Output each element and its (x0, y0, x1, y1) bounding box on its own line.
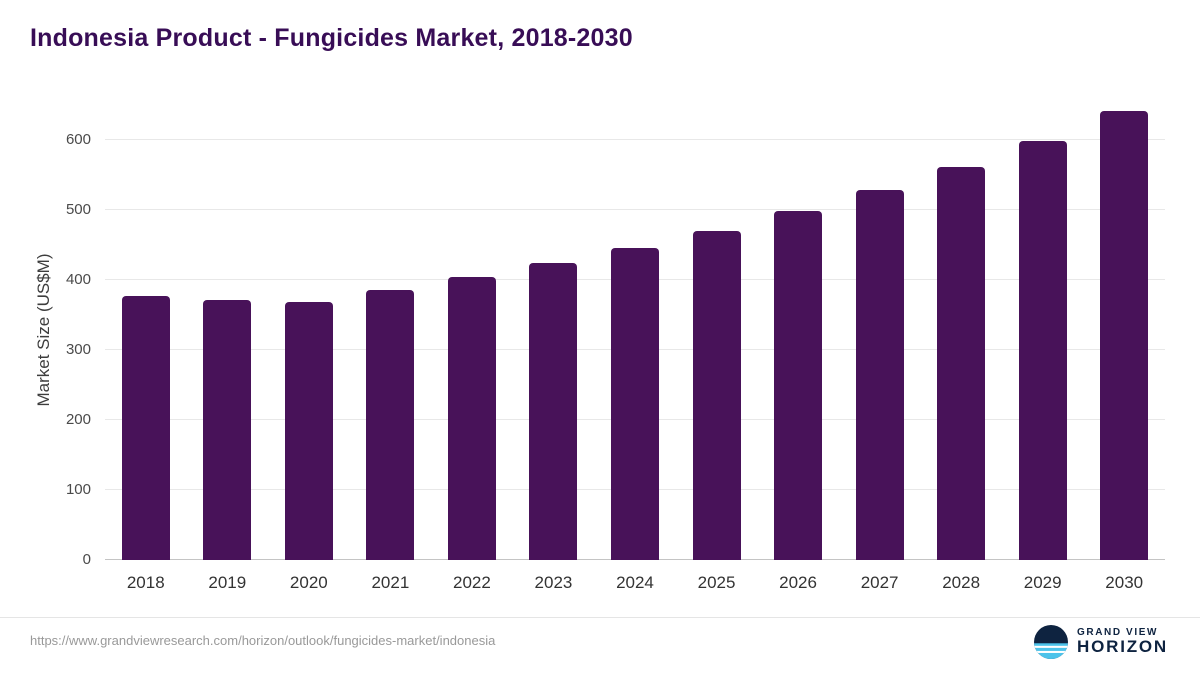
footer-divider (0, 617, 1200, 618)
logo-line-horizon: HORIZON (1077, 637, 1168, 657)
x-tick-label: 2023 (534, 573, 573, 592)
x-tick-label: 2028 (942, 573, 981, 592)
gridline (105, 208, 1165, 210)
bar-2023 (529, 263, 578, 560)
x-tick-label: 2018 (126, 573, 165, 592)
bar-2021 (366, 289, 415, 560)
logo-text: GRAND VIEW HORIZON (1077, 627, 1168, 657)
bar-2026 (774, 211, 823, 560)
x-tick-label: 2029 (1023, 573, 1062, 592)
horizon-circle-icon (1034, 625, 1069, 659)
grand-view-horizon-logo: GRAND VIEW HORIZON (1034, 625, 1168, 659)
bar-2030 (1100, 111, 1149, 560)
bar-2025 (692, 230, 741, 560)
y-tick-label: 300 (65, 340, 91, 358)
x-tick-label: 2024 (616, 573, 654, 592)
gridline (105, 138, 1165, 140)
x-tick-label: 2030 (1105, 573, 1144, 592)
x-tick-label: 2020 (289, 573, 328, 592)
x-tick-label: 2021 (371, 573, 410, 592)
plot-area: 0 100 200 300 400 500 600 2018 2019 2020 2021 2022 2… (66, 100, 1165, 592)
x-tick-label: 2019 (208, 573, 247, 592)
y-tick-label: 600 (65, 130, 91, 148)
y-tick-label: 500 (65, 200, 91, 218)
bar-2024 (611, 247, 659, 560)
bar-2020 (284, 301, 333, 560)
bar-2027 (855, 190, 904, 560)
bar-2019 (203, 300, 252, 560)
y-tick-label: 400 (65, 270, 91, 288)
y-tick-label: 0 (82, 551, 91, 568)
bar-2028 (937, 166, 986, 560)
bar-2018 (121, 296, 170, 560)
y-tick-label: 100 (65, 481, 91, 498)
bar-2029 (1018, 140, 1067, 560)
x-tick-label: 2022 (452, 573, 491, 592)
chart-title: Indonesia Product - Fungicides Market, 2… (30, 24, 633, 52)
logo-line-grand-view: GRAND VIEW (1077, 627, 1159, 639)
x-tick-label: 2027 (860, 573, 899, 592)
x-tick-label: 2026 (779, 573, 817, 592)
y-tick-label: 200 (65, 410, 91, 428)
source-url: https://www.grandviewresearch.com/horizo… (30, 633, 496, 648)
bar-2022 (447, 277, 496, 560)
x-tick-label: 2025 (697, 573, 736, 592)
